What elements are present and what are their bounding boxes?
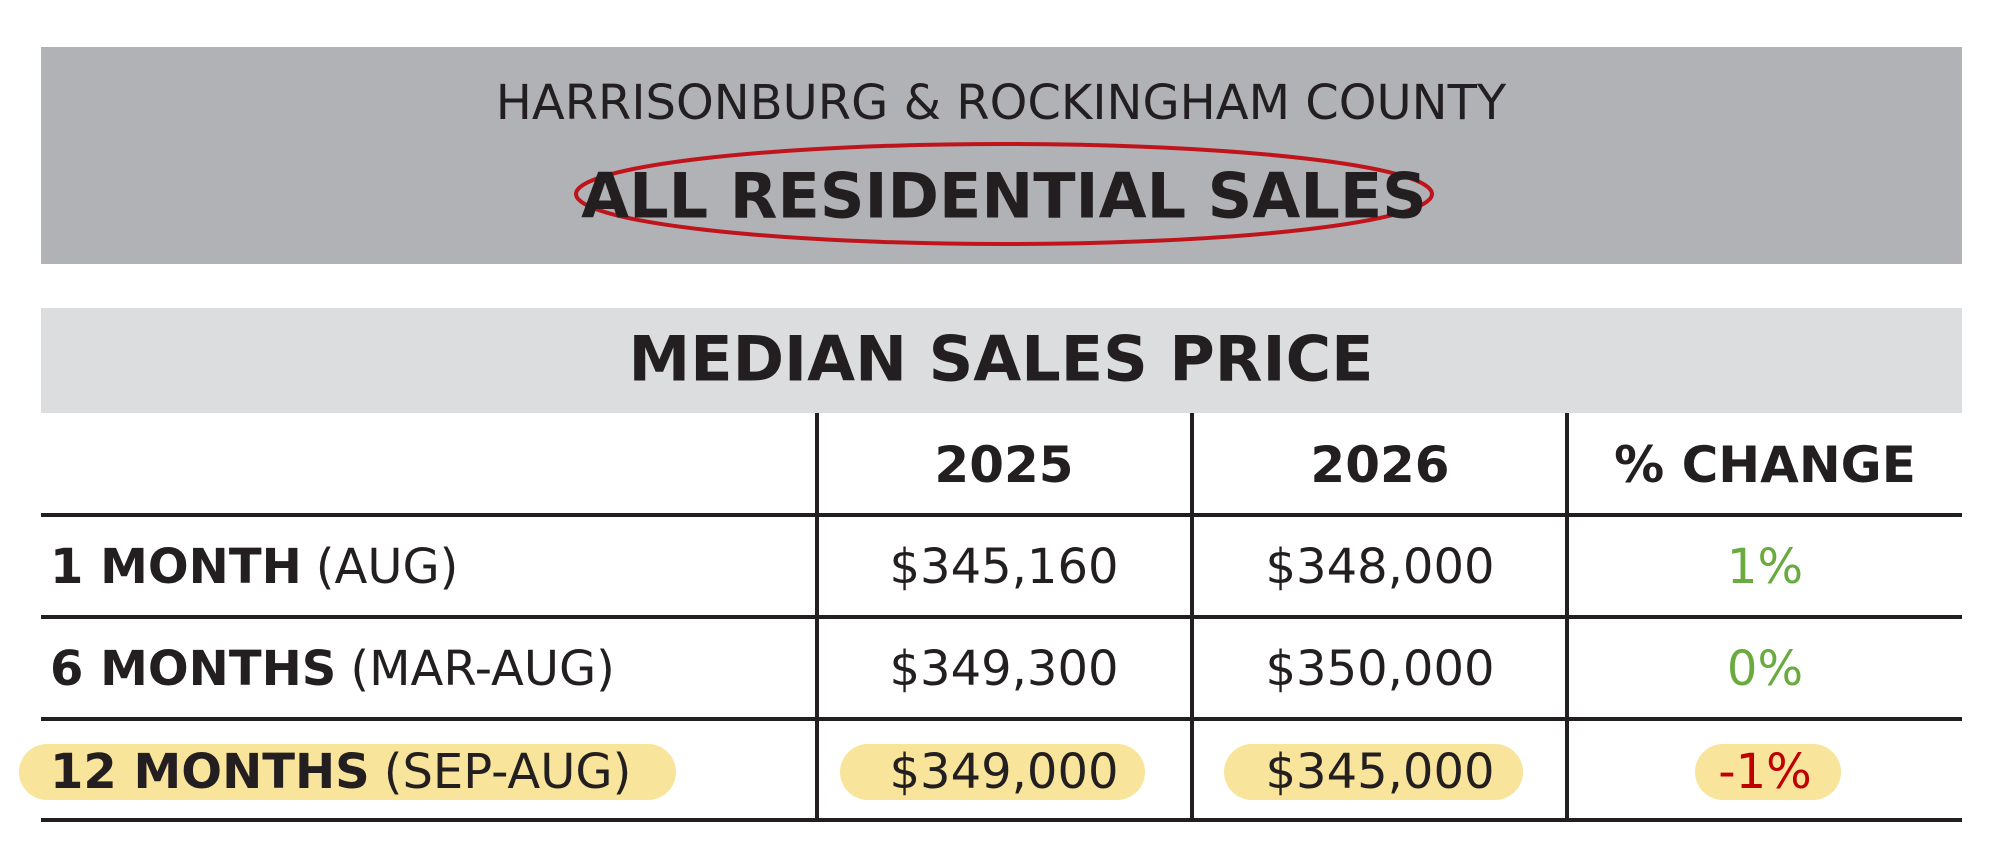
price: $345,000 <box>1265 744 1494 800</box>
price: $350,000 <box>1265 641 1494 697</box>
column-header: % CHANGE <box>1614 436 1916 494</box>
highlight <box>1695 744 1841 800</box>
row-label: 1 MONTH (AUG) <box>50 539 458 595</box>
table: 2025 2026 % CHANGE 1 MONTH (AUG) $345,160 $348… <box>19 413 1962 822</box>
price: $349,000 <box>889 744 1118 800</box>
period: 1 MONTH <box>50 539 302 595</box>
price: $345,160 <box>889 539 1118 595</box>
row-label: 6 MONTHS (MAR-AUG) <box>50 641 615 697</box>
table-banner <box>41 308 1962 413</box>
highlight <box>19 744 676 800</box>
months: (AUG) <box>316 539 459 595</box>
header-banner <box>41 47 1962 264</box>
column-header: 2026 <box>1310 436 1449 494</box>
months: (SEP-AUG) <box>384 744 632 800</box>
header-subtitle: HARRISONBURG & ROCKINGHAM COUNTY <box>496 75 1507 131</box>
change: 0% <box>1727 641 1803 697</box>
months: (MAR-AUG) <box>350 641 615 697</box>
change: -1% <box>1718 744 1811 800</box>
change: 1% <box>1727 539 1803 595</box>
price: $348,000 <box>1265 539 1494 595</box>
row-label: 12 MONTHS (SEP-AUG) <box>50 744 631 800</box>
price: $349,300 <box>889 641 1118 697</box>
column-header: 2025 <box>934 436 1073 494</box>
highlight <box>840 744 1145 800</box>
table-title: MEDIAN SALES PRICE <box>629 323 1374 396</box>
period: 6 MONTHS <box>50 641 336 697</box>
highlight <box>1224 744 1523 800</box>
header-title: ALL RESIDENTIAL SALES <box>581 160 1427 233</box>
circle-annotation <box>574 142 1434 246</box>
period: 12 MONTHS <box>50 744 370 800</box>
